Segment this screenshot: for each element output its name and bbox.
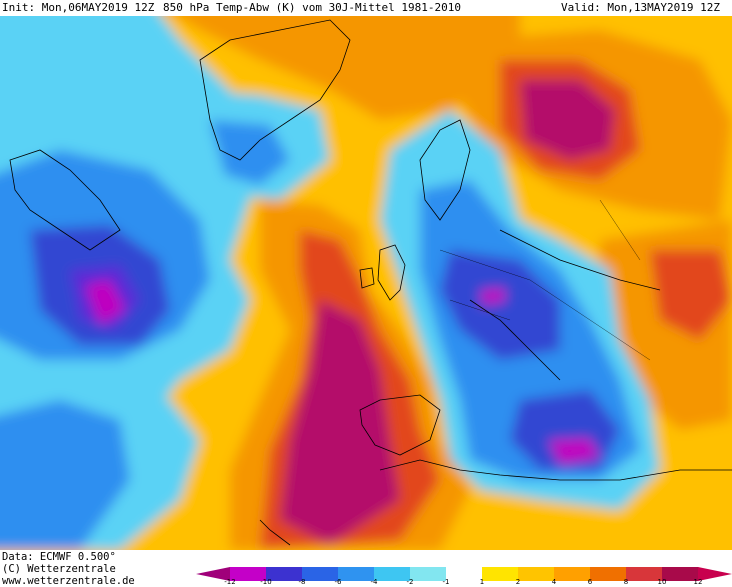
legend-swatch bbox=[338, 567, 375, 581]
legend-tick-labels: -12 -10 -8 -6 -4 -2 -1 1 2 4 6 8 10 12 bbox=[196, 578, 732, 587]
legend-swatch bbox=[626, 567, 663, 581]
init-time-label: Init: Mon,06MAY2019 12Z bbox=[2, 1, 155, 14]
anomaly-field bbox=[0, 16, 732, 550]
legend-tick-label: -2 bbox=[406, 578, 414, 586]
color-legend bbox=[196, 566, 732, 581]
legend-tick-label: -4 bbox=[370, 578, 378, 586]
legend-arrow-left bbox=[196, 567, 230, 581]
legend-swatch bbox=[482, 567, 519, 581]
website-link[interactable]: www.wetterzentrale.de bbox=[2, 575, 135, 587]
data-source-label: Data: ECMWF 0.500° bbox=[2, 551, 116, 563]
credits-block: Data: ECMWF 0.500° (C) Wetterzentrale ww… bbox=[2, 551, 135, 587]
legend-tick-label: -1 bbox=[442, 578, 450, 586]
legend-swatch bbox=[662, 567, 699, 581]
legend-tick-label: 8 bbox=[623, 578, 629, 586]
legend-swatch bbox=[518, 567, 555, 581]
map-header: Init: Mon,06MAY2019 12Z 850 hPa Temp-Abw… bbox=[0, 0, 732, 16]
legend-tick-label: -12 bbox=[224, 578, 236, 586]
legend-tick-label: 1 bbox=[479, 578, 485, 586]
legend-arrow-right bbox=[698, 567, 732, 581]
legend-swatch bbox=[590, 567, 627, 581]
legend-swatch bbox=[374, 567, 411, 581]
legend-swatch bbox=[446, 567, 483, 581]
legend-tick-label: 10 bbox=[657, 578, 667, 586]
legend-tick-label: 2 bbox=[515, 578, 521, 586]
copyright-label: (C) Wetterzentrale bbox=[2, 563, 116, 575]
legend-swatch bbox=[410, 567, 447, 581]
legend-swatch bbox=[554, 567, 591, 581]
legend-tick-label: 12 bbox=[693, 578, 703, 586]
legend-tick-label: -8 bbox=[298, 578, 306, 586]
valid-time-label: Valid: Mon,13MAY2019 12Z bbox=[561, 1, 720, 14]
country-borders bbox=[439, 199, 651, 361]
legend-tick-label: -6 bbox=[334, 578, 342, 586]
legend-swatch bbox=[230, 567, 267, 581]
legend-swatch bbox=[302, 567, 339, 581]
map-title: 850 hPa Temp-Abw (K) vom 30J-Mittel 1981… bbox=[163, 1, 462, 14]
legend-swatch bbox=[266, 567, 303, 581]
temperature-anomaly-map bbox=[0, 16, 732, 550]
legend-tick-label: 4 bbox=[551, 578, 557, 586]
legend-tick-label: -10 bbox=[260, 578, 272, 586]
legend-tick-label: 6 bbox=[587, 578, 593, 586]
